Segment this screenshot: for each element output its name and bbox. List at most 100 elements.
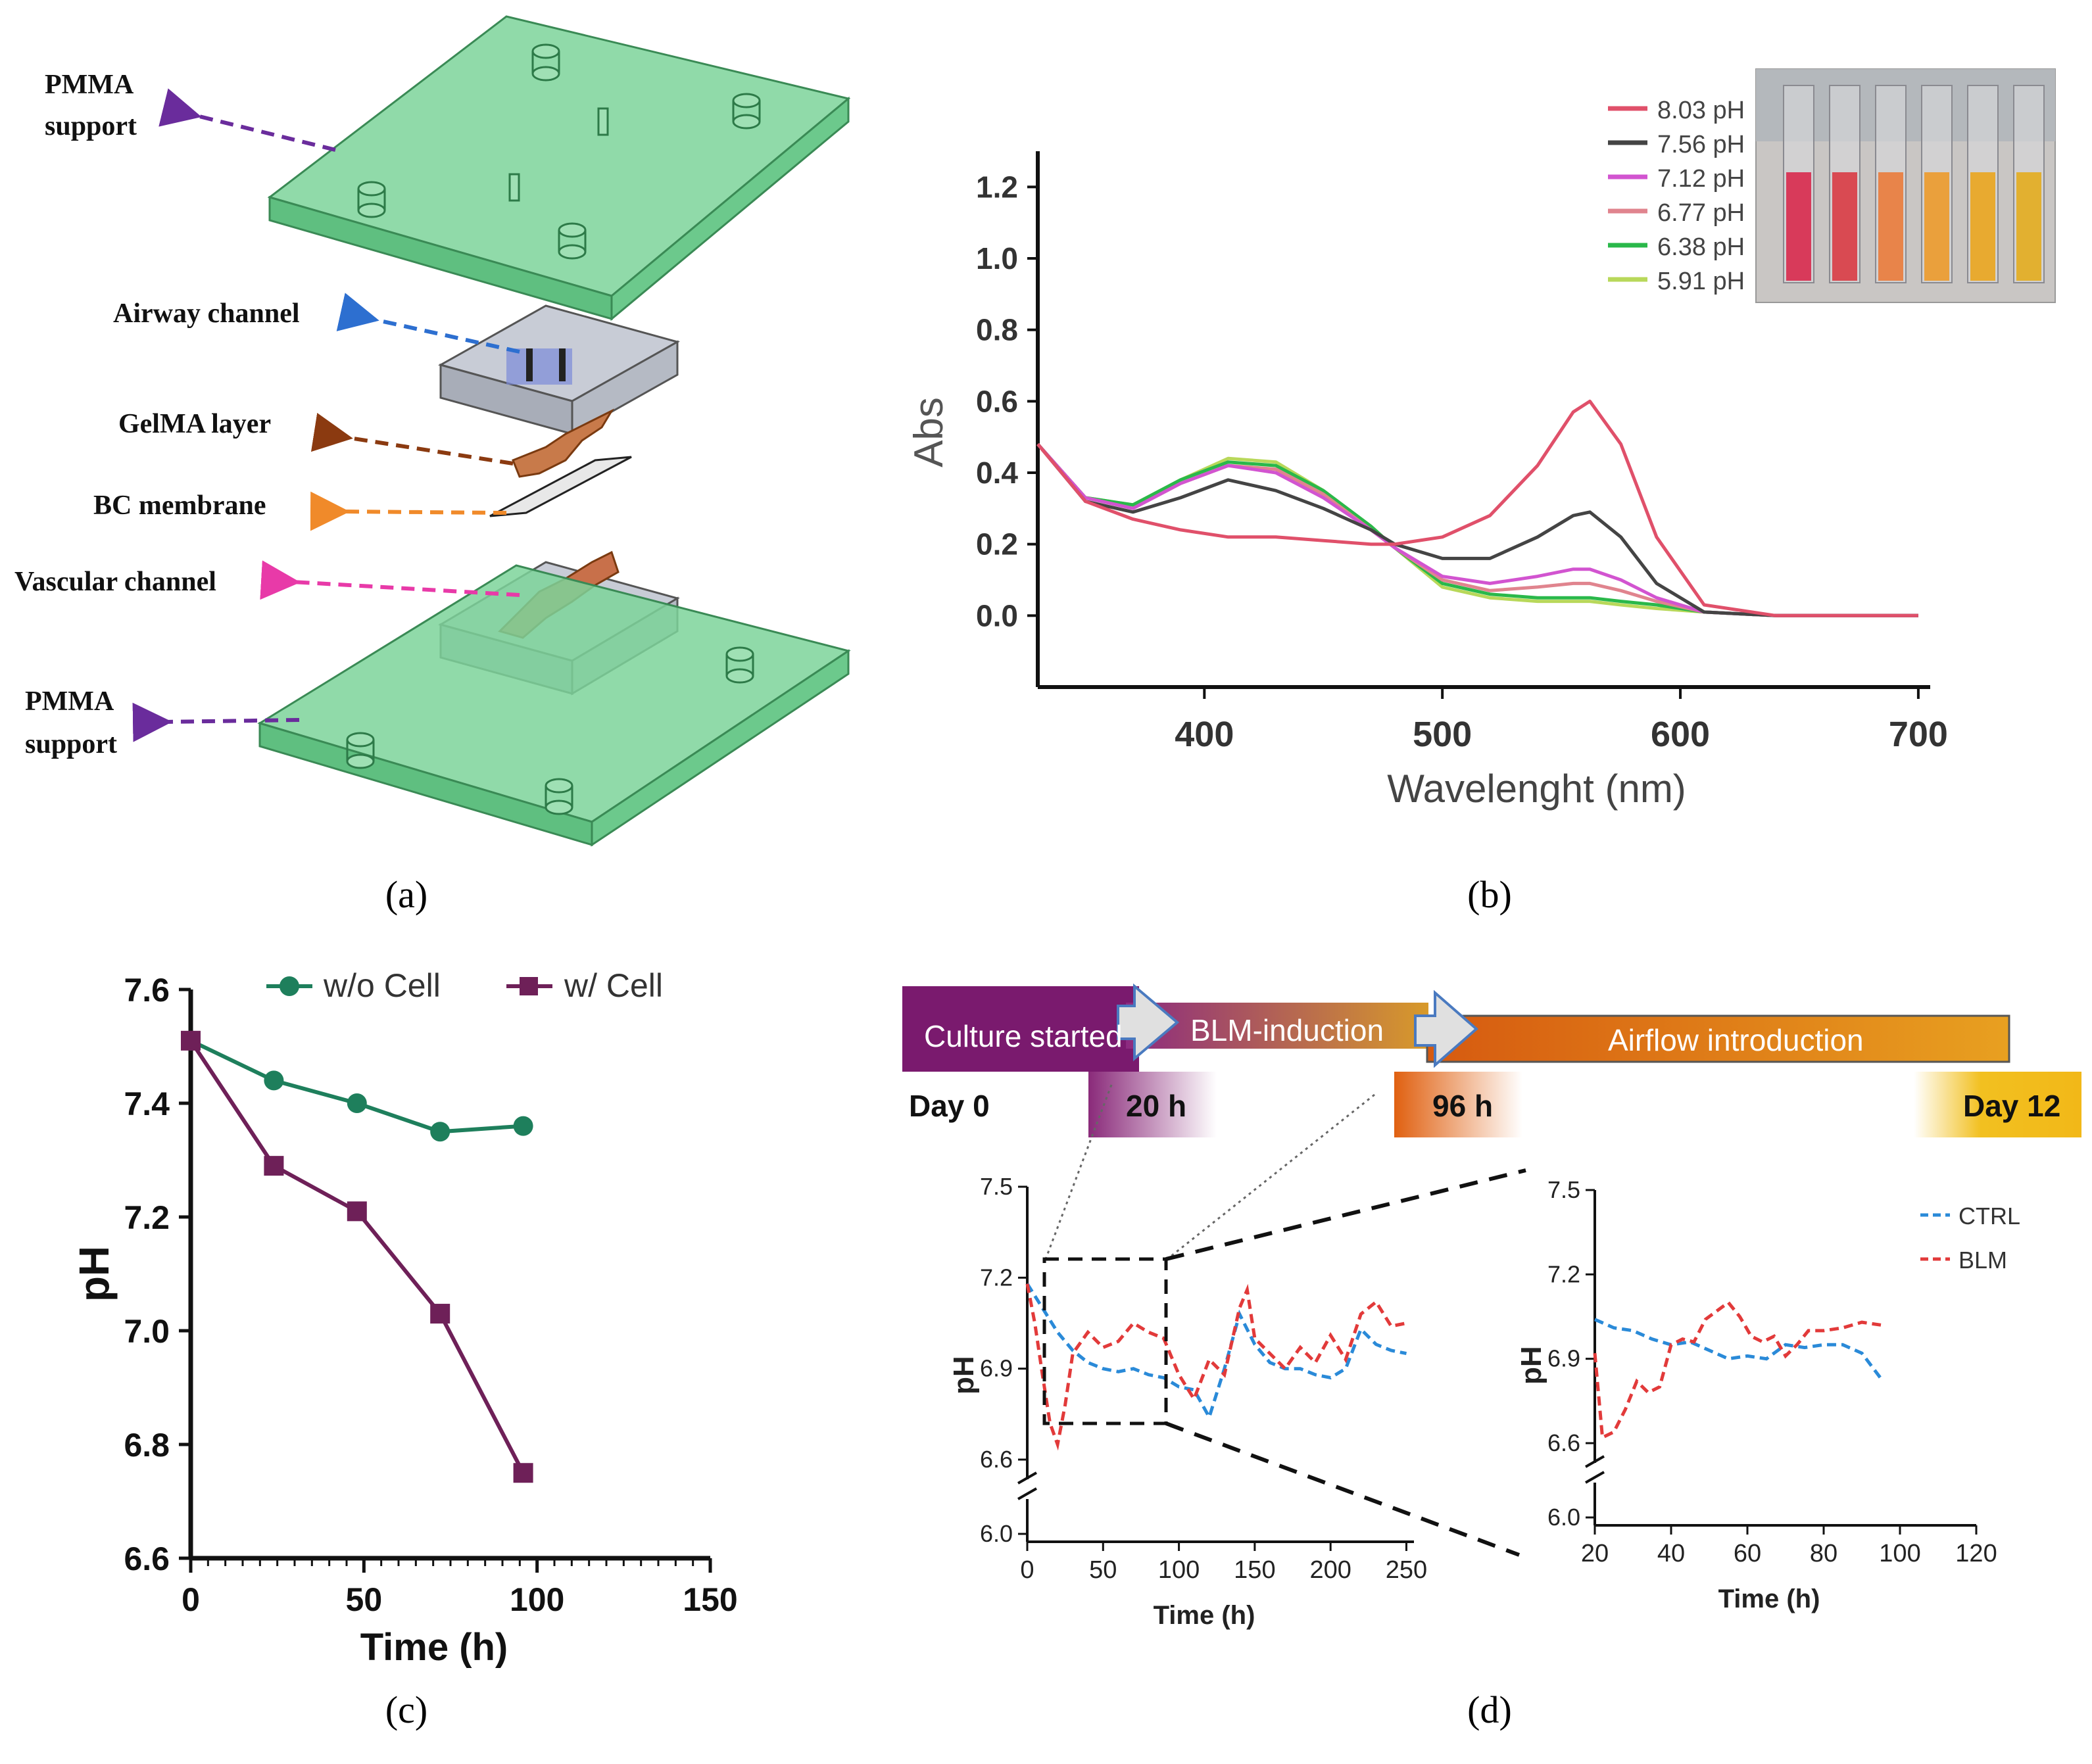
x-tick-label: 0 <box>182 1581 200 1618</box>
series-line-BLM <box>1025 1283 1407 1451</box>
y-tick-label: 6.0 <box>980 1520 1013 1547</box>
series-line-7-56-pH <box>1036 442 1918 617</box>
pmma-bottom-arrow <box>132 702 300 742</box>
data-point-square <box>430 1304 450 1324</box>
x-axis-label: Time (h) <box>1718 1585 1820 1613</box>
y-tick-label: 0.4 <box>976 456 1018 490</box>
legend-label: 7.12 pH <box>1657 165 1745 193</box>
gelma-arrow <box>310 412 514 465</box>
panel-a-device-schematic: PMMA support Airway channel GelMA layer … <box>14 15 851 916</box>
data-point-square <box>181 1030 201 1051</box>
cuvette-solution <box>1878 172 1903 281</box>
label-airway-channel: Airway channel <box>113 298 300 329</box>
pmma-top-arrow <box>158 88 336 152</box>
panel-c-ph-chart: 6.6 6.8 7.0 7.2 7.4 7.6 0 50 100 150 Time (h) pH w/… <box>70 967 738 1731</box>
milestone-day12: Day 12 <box>1963 1089 2060 1123</box>
x-tick-label: 150 <box>683 1581 737 1618</box>
x-tick-label: 200 <box>1309 1556 1351 1584</box>
d-right-plot: 6.0 6.6 6.9 7.2 7.5 20 40 60 80 100 120 Time (h) pH <box>1515 1176 1997 1613</box>
y-tick-label: 7.2 <box>124 1199 170 1236</box>
axis-break <box>1585 1455 1605 1468</box>
pmma-bottom-plate <box>257 564 851 847</box>
y-tick-label: 1.2 <box>976 170 1018 204</box>
y-tick-label: 6.9 <box>1547 1345 1580 1372</box>
timeline: Culture started BLM-induction Airflow in… <box>902 983 2081 1260</box>
legend-label-wo-cell: w/o Cell <box>323 967 441 1004</box>
zoom-box <box>1042 1257 1168 1425</box>
series-line-8-03-pH <box>1036 399 1918 617</box>
y-tick-label: 0.0 <box>976 598 1018 632</box>
y-tick-label: 0.6 <box>976 384 1018 418</box>
airway-arrow <box>336 293 520 354</box>
segment-culture <box>902 986 1139 1072</box>
milestone-20h-box <box>1088 1072 1217 1137</box>
x-tick-label: 60 <box>1734 1540 1761 1567</box>
d-legend: CTRL BLM <box>1920 1203 2020 1274</box>
y-tick-label: 7.6 <box>124 972 170 1009</box>
bc-membrane <box>489 456 632 517</box>
b-legend: 8.03 pH 7.56 pH 7.12 pH 6.77 pH 6.38 pH 5.91 … <box>1608 97 1745 295</box>
y-tick-label: 7.5 <box>1547 1176 1580 1203</box>
legend-label: 6.38 pH <box>1657 233 1745 261</box>
y-tick-label: 1.0 <box>976 241 1018 275</box>
segment-label-blm: BLM-induction <box>1190 1013 1384 1047</box>
airway-channel-block <box>438 304 680 436</box>
x-axis-label: Wavelenght (nm) <box>1387 767 1686 811</box>
label-vascular-channel: Vascular channel <box>14 567 216 597</box>
legend-marker-w-cell <box>520 977 538 995</box>
data-point-circle <box>513 1116 533 1136</box>
d-left-plot: 6.0 6.6 6.9 7.2 7.5 0 50 100 150 200 250 Time (h) pH <box>948 1173 1427 1630</box>
legend-label: 5.91 pH <box>1657 268 1745 295</box>
x-axis-label: Time (h) <box>1154 1601 1255 1630</box>
cuvette-solution <box>1786 172 1811 281</box>
y-tick-label: 0.8 <box>976 313 1018 347</box>
cuvette-solution <box>2016 172 2041 281</box>
x-tick-label: 150 <box>1234 1556 1275 1584</box>
milestone-day0: Day 0 <box>909 1089 990 1123</box>
y-tick-label: 6.6 <box>980 1446 1013 1473</box>
legend-label: 6.77 pH <box>1657 199 1745 227</box>
x-tick-label: 20 <box>1581 1540 1609 1567</box>
data-point-square <box>347 1201 367 1222</box>
segment-airflow <box>1426 1014 2010 1063</box>
data-point-square <box>513 1463 533 1483</box>
data-point-circle <box>264 1070 284 1091</box>
axis-break <box>1017 1471 1037 1485</box>
milestone-96h: 96 h <box>1432 1089 1493 1123</box>
y-tick-label: 7.5 <box>980 1173 1013 1200</box>
legend-label-w-cell: w/ Cell <box>564 967 663 1004</box>
y-tick-label: 6.6 <box>1547 1429 1580 1456</box>
c-legend: w/o Cell w/ Cell <box>266 967 663 1004</box>
ph-cuvette-photo <box>1755 68 2056 303</box>
cuvette-solution <box>1970 172 1995 281</box>
axis-break <box>1585 1471 1605 1484</box>
segment-blm <box>1126 1003 1428 1049</box>
y-tick-label: 7.4 <box>124 1085 170 1122</box>
label-pmma-top-1: PMMA <box>45 70 134 100</box>
x-tick-label: 500 <box>1413 715 1472 754</box>
x-tick-label: 80 <box>1810 1540 1837 1567</box>
cuvette-solution <box>1924 172 1949 281</box>
gelma-layer <box>512 408 614 478</box>
cuvette-solution <box>1832 172 1857 281</box>
legend-label-ctrl: CTRL <box>1958 1203 2020 1229</box>
y-tick-label: 6.0 <box>1547 1504 1580 1531</box>
y-tick-label: 7.0 <box>124 1313 170 1350</box>
label-pmma-bottom-2: support <box>25 729 117 759</box>
vascular-arrow <box>260 560 520 600</box>
legend-label: 7.56 pH <box>1657 131 1745 158</box>
label-pmma-bottom-1: PMMA <box>25 686 114 717</box>
x-tick-label: 120 <box>1955 1540 1997 1567</box>
x-axis-label: Time (h) <box>360 1626 508 1669</box>
y-tick-label: 0.2 <box>976 527 1018 561</box>
series-line-BLM <box>1593 1300 1882 1441</box>
y-tick-label: 6.9 <box>980 1355 1013 1382</box>
y-tick-label: 7.2 <box>1547 1260 1580 1287</box>
caption-b: (b) <box>1467 873 1512 916</box>
segment-label-airflow: Airflow introduction <box>1608 1023 1864 1057</box>
caption-d: (d) <box>1467 1688 1512 1731</box>
pmma-top-plate <box>267 15 851 322</box>
panel-b-absorbance-chart: 0.0 0.2 0.4 0.6 0.8 1.0 1.2 400 500 600 700 Wavelen… <box>906 68 2056 916</box>
caption-c: (c) <box>385 1688 427 1731</box>
x-tick-label: 400 <box>1175 715 1234 754</box>
